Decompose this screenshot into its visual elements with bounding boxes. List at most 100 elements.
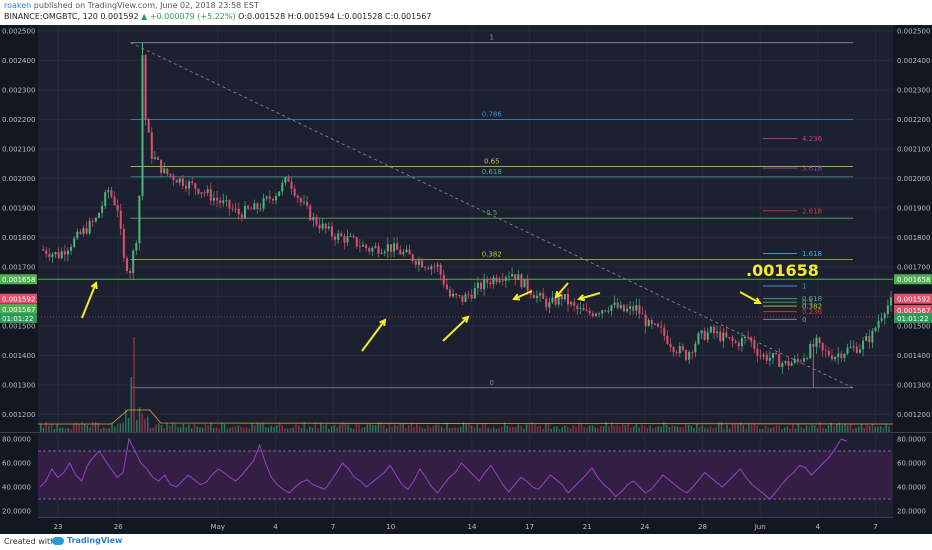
volume-bar bbox=[531, 422, 533, 432]
candle-body bbox=[448, 289, 451, 297]
volume-bar bbox=[127, 417, 130, 432]
candle-body bbox=[790, 362, 793, 366]
volume-bar bbox=[693, 427, 695, 432]
volume-bar bbox=[778, 425, 780, 432]
candle-body bbox=[374, 246, 377, 248]
candle-body bbox=[166, 168, 169, 175]
volume-bar bbox=[707, 428, 709, 432]
candle-body bbox=[439, 264, 442, 275]
tradingview-brand[interactable]: TradingView bbox=[52, 536, 122, 545]
volume-bar bbox=[572, 425, 574, 432]
volume-bar bbox=[462, 422, 465, 432]
arrow-2 bbox=[361, 319, 386, 352]
volume-bar bbox=[418, 426, 421, 432]
candle-body bbox=[594, 313, 597, 316]
candle-body bbox=[247, 206, 250, 209]
price-chart[interactable]: 0.002500 0.002500 0.002400 0.002400 0.002300… bbox=[0, 25, 932, 534]
candle-body bbox=[778, 354, 781, 367]
candle-body bbox=[815, 337, 818, 347]
candle-body bbox=[234, 208, 237, 210]
volume-bar bbox=[70, 428, 72, 432]
candle-body bbox=[243, 206, 246, 219]
candle-body bbox=[492, 277, 495, 285]
candle-body bbox=[141, 55, 144, 196]
volume-bar bbox=[701, 425, 703, 432]
volume-bar bbox=[232, 427, 234, 432]
candle-body bbox=[396, 243, 399, 250]
price-tick-left: 0.002000 bbox=[2, 175, 35, 183]
ext-level-label: 4.236 bbox=[802, 135, 823, 143]
candle-body bbox=[132, 250, 135, 274]
candle-body bbox=[287, 177, 290, 182]
volume-bar bbox=[221, 423, 223, 432]
candle-body bbox=[629, 306, 632, 309]
volume-bar bbox=[610, 422, 613, 432]
candle-body bbox=[796, 358, 799, 361]
candle-body bbox=[408, 249, 411, 255]
volume-bar bbox=[613, 426, 616, 432]
candle-body bbox=[424, 267, 427, 269]
volume-bar bbox=[668, 426, 671, 432]
volume-bar bbox=[56, 423, 58, 432]
trend-line bbox=[130, 42, 854, 389]
volume-bar bbox=[372, 424, 374, 432]
volume-bar bbox=[569, 428, 572, 432]
candle-body bbox=[653, 323, 656, 325]
price-tick-right: 0.001800 bbox=[897, 234, 930, 242]
price-tick-right: 0.001400 bbox=[897, 352, 930, 360]
ext-level-label: 0.236 bbox=[802, 308, 823, 316]
volume-bar bbox=[265, 427, 267, 432]
volume-bar bbox=[750, 424, 753, 432]
volume-bar bbox=[212, 428, 215, 432]
time-tick: 21 bbox=[583, 523, 592, 531]
candle-body bbox=[324, 223, 327, 229]
candle-body bbox=[489, 282, 492, 285]
author-name[interactable]: roaken bbox=[4, 1, 32, 10]
volume-bar bbox=[525, 424, 528, 432]
candle-body bbox=[175, 180, 178, 183]
candle-body bbox=[278, 191, 281, 197]
volume-bar bbox=[223, 424, 226, 432]
fib-level-label: 0.786 bbox=[482, 110, 503, 118]
volume-bar bbox=[229, 427, 231, 432]
time-tick: 28 bbox=[698, 523, 707, 531]
candle-body bbox=[330, 226, 333, 237]
volume-bar bbox=[245, 427, 248, 432]
candle-body bbox=[85, 228, 88, 234]
volume-bar bbox=[451, 427, 454, 432]
candle-body bbox=[157, 157, 160, 160]
volume-bar bbox=[794, 428, 797, 432]
candle-body bbox=[138, 195, 141, 244]
volume-bar bbox=[836, 423, 838, 432]
price-tick-right: 0.001500 bbox=[897, 322, 930, 330]
price-tick-left: 0.002400 bbox=[2, 57, 35, 65]
candle-body bbox=[445, 284, 448, 290]
candle-body bbox=[290, 181, 293, 189]
volume-bar bbox=[492, 427, 495, 432]
volume-bar bbox=[405, 428, 407, 432]
volume-bar bbox=[303, 422, 305, 432]
time-tick: 23 bbox=[54, 523, 63, 531]
volume-bar bbox=[685, 422, 687, 432]
candle-body bbox=[393, 243, 396, 252]
volume-bar bbox=[512, 426, 514, 432]
volume-bar bbox=[495, 428, 498, 432]
candle-body bbox=[604, 310, 607, 312]
volume-bar bbox=[385, 428, 388, 432]
candle-body bbox=[722, 332, 725, 341]
volume-bar bbox=[254, 425, 256, 432]
volume-bar bbox=[114, 426, 116, 432]
volume-bar bbox=[871, 423, 874, 432]
volume-bar bbox=[819, 422, 822, 432]
volume-bar bbox=[339, 424, 341, 432]
arrow-3 bbox=[442, 316, 469, 342]
volume-bar bbox=[97, 423, 100, 432]
volume-bar bbox=[665, 424, 668, 432]
volume-bar bbox=[712, 427, 714, 432]
volume-bar bbox=[298, 425, 300, 432]
candle-body bbox=[591, 313, 594, 316]
rsi-tick-right: 80.0000 bbox=[897, 436, 926, 444]
volume-bar bbox=[177, 427, 179, 432]
candle-body bbox=[163, 168, 166, 173]
volume-bar bbox=[624, 425, 627, 432]
